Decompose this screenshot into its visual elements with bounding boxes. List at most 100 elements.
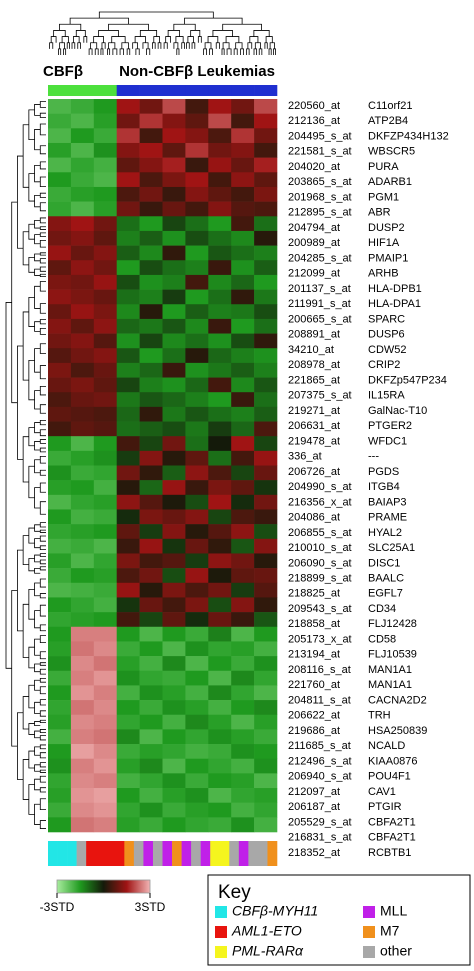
heatmap-cell — [185, 348, 209, 364]
sample-type — [172, 841, 182, 866]
dendrogram-branch — [17, 712, 24, 780]
heatmap-cell — [93, 274, 117, 290]
dendrogram-branch — [34, 194, 41, 208]
heatmap-cell — [231, 700, 255, 716]
heatmap-cell — [231, 685, 255, 701]
heatmap-cell — [254, 362, 278, 378]
heatmap-cell — [70, 509, 95, 525]
heatmap-cell — [231, 230, 255, 246]
heatmap-cell — [93, 230, 117, 246]
sample-type — [105, 841, 116, 866]
gene-name: DUSP6 — [368, 329, 405, 341]
gene-name: PURA — [368, 161, 399, 173]
heatmap-cell — [185, 524, 209, 540]
heatmap-cell — [162, 348, 186, 364]
dendrogram-branch — [39, 752, 46, 759]
heatmap-cell — [231, 274, 255, 290]
heatmap-cell — [93, 524, 117, 540]
heatmap-cell — [48, 421, 72, 437]
dendrogram-branch — [142, 42, 149, 49]
dendrogram-branch — [34, 234, 41, 245]
dendrogram-branch — [22, 696, 29, 730]
probe-id: 206855_s_at — [288, 527, 352, 539]
dendrogram-branch — [191, 42, 196, 49]
heatmap-cell — [139, 744, 163, 759]
dendrogram-branch — [107, 48, 111, 55]
heatmap-cell — [116, 421, 140, 437]
heatmap-cell — [254, 289, 278, 305]
heatmap-cell — [185, 788, 209, 803]
heatmap-cell — [116, 700, 140, 716]
dendrogram-branch — [254, 42, 261, 49]
gene-name: TRH — [368, 710, 391, 722]
sample-type — [229, 841, 240, 866]
heatmap-cell — [70, 172, 95, 188]
heatmap-cell — [139, 362, 163, 378]
heatmap-cell — [93, 450, 117, 466]
heatmap-cell — [208, 318, 232, 334]
heatmap-cell — [231, 817, 255, 833]
dendrogram-branch — [135, 48, 140, 55]
dendrogram-branch — [34, 348, 41, 373]
heatmap-cell — [70, 802, 95, 818]
heatmap-cell — [139, 304, 163, 320]
dendrogram-branch — [34, 730, 41, 739]
probe-id: 200665_s_at — [288, 313, 352, 325]
heatmap-cell — [231, 656, 255, 672]
probe-id: 204086_at — [288, 512, 340, 524]
dendrogram-branch — [39, 553, 46, 557]
heatmap-cell — [70, 289, 95, 305]
dendrogram-branch — [34, 129, 41, 151]
gene-name: IL15RA — [368, 390, 405, 402]
key-swatch — [215, 906, 227, 918]
dendrogram-branch — [209, 48, 213, 55]
heatmap-cell — [93, 670, 117, 686]
heatmap-cell — [70, 318, 95, 334]
heatmap-cell — [139, 817, 163, 833]
heatmap-cell — [208, 773, 232, 789]
dendrogram-branch — [28, 109, 35, 141]
heatmap-cell — [254, 509, 278, 525]
heatmap-cell — [162, 318, 186, 334]
heatmap-cell — [93, 128, 117, 144]
heatmap-cell — [48, 230, 72, 246]
heatmap-cell — [139, 641, 163, 657]
heatmap-cell — [70, 817, 95, 833]
heatmap-cell — [208, 362, 232, 378]
heatmap-cell — [162, 436, 186, 452]
dendrogram-branch — [34, 764, 41, 772]
heatmap-cell — [93, 773, 117, 789]
heatmap-cell — [116, 641, 140, 657]
heatmap-cell — [70, 494, 95, 510]
heatmap-cell — [70, 685, 95, 701]
heatmap-cell — [48, 788, 72, 803]
heatmap-cell — [70, 304, 95, 320]
gene-name: HLA-DPA1 — [368, 298, 421, 310]
heatmap-cell — [185, 670, 209, 686]
dendrogram-branch — [90, 42, 98, 49]
gene-name: BAALC — [368, 572, 404, 584]
dendrogram-branch — [175, 36, 184, 43]
sample-type — [219, 841, 230, 866]
heatmap-cell — [208, 612, 232, 628]
gene-name: CD34 — [368, 603, 396, 615]
heatmap-cell — [185, 509, 209, 525]
gene-name: WBSCR5 — [368, 146, 415, 158]
heatmap-cell — [162, 802, 186, 818]
dendrogram-branch — [22, 603, 29, 658]
dendrogram-branch — [34, 524, 41, 532]
group-label: CBFβ — [43, 63, 83, 80]
heatmap-cell — [70, 744, 95, 759]
dendrogram-branch — [5, 302, 12, 669]
dendrogram-branch — [17, 345, 24, 460]
heatmap-cell — [116, 172, 140, 188]
sample-type — [95, 841, 106, 866]
gene-name: DUSP2 — [368, 222, 405, 234]
heatmap-cell — [139, 201, 163, 217]
probe-id: 206187_at — [288, 801, 340, 813]
heatmap-cell — [116, 157, 140, 173]
dendrogram-branch — [108, 42, 116, 49]
key-title: Key — [218, 882, 251, 903]
heatmap-cell — [254, 758, 278, 774]
heatmap-cell — [254, 656, 278, 672]
